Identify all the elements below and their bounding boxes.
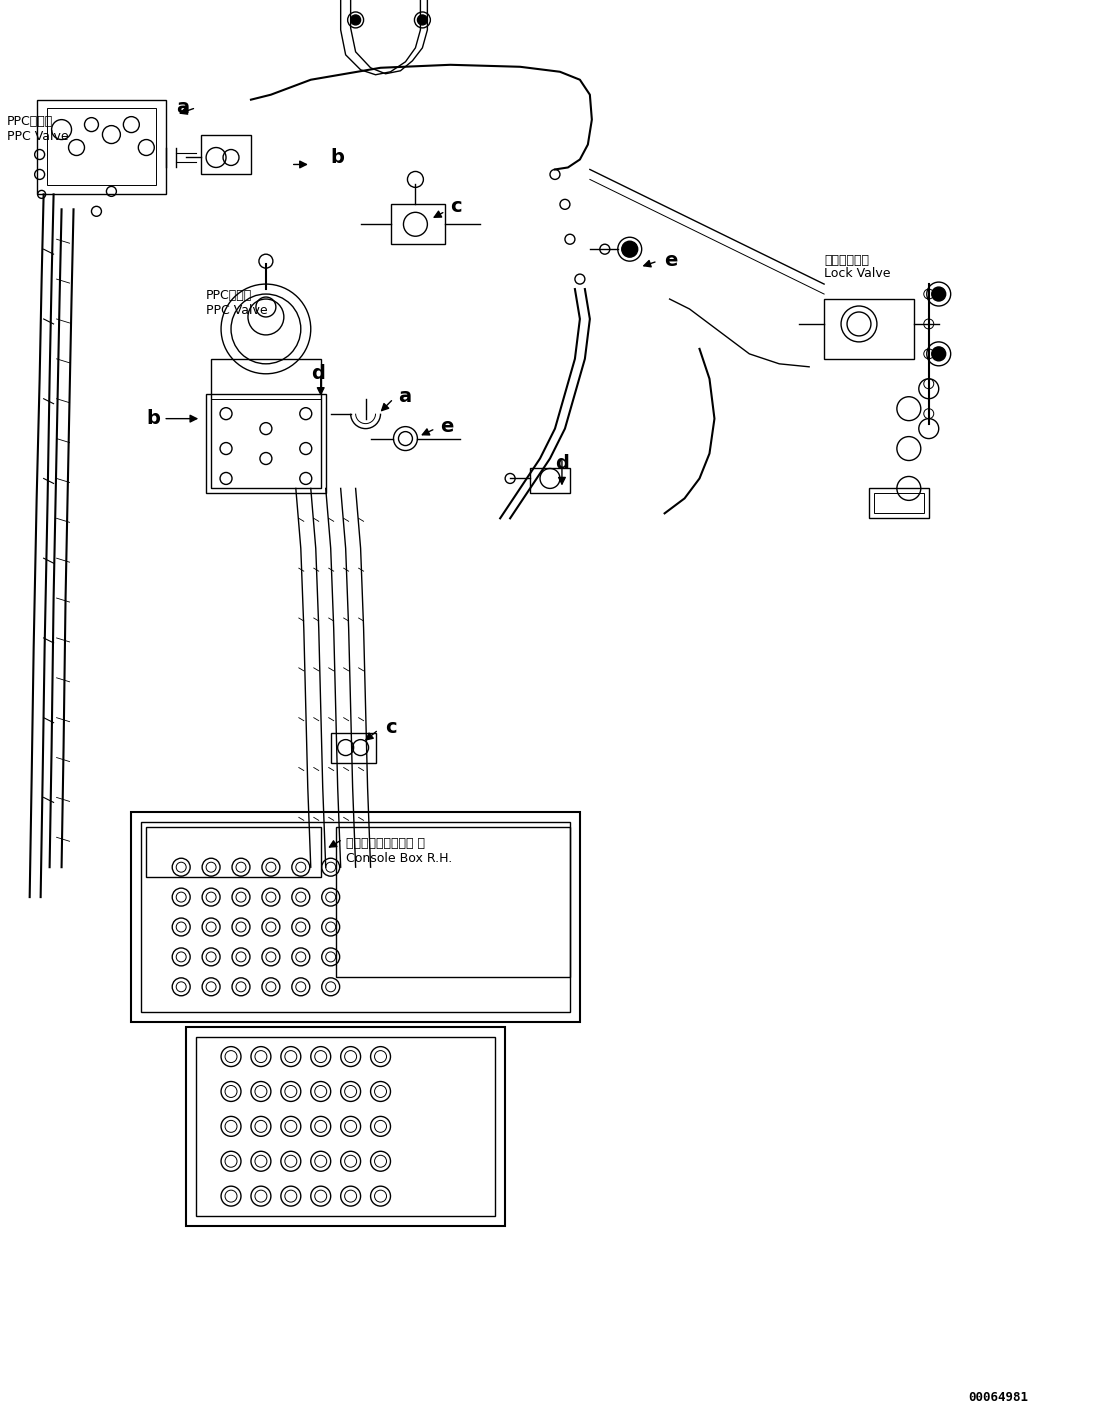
Bar xyxy=(186,1026,505,1226)
Text: PPCバルブ: PPCバルブ xyxy=(206,290,253,302)
Text: PPC Valve: PPC Valve xyxy=(7,129,68,142)
Bar xyxy=(201,135,251,174)
Bar xyxy=(37,100,166,194)
Text: e: e xyxy=(441,416,454,436)
Bar xyxy=(391,204,445,245)
Circle shape xyxy=(932,287,945,301)
Text: 00064981: 00064981 xyxy=(968,1391,1028,1403)
Text: d: d xyxy=(555,454,569,472)
Text: PPCバルブ: PPCバルブ xyxy=(7,115,53,128)
Bar xyxy=(531,468,570,494)
Text: d: d xyxy=(311,364,325,382)
Circle shape xyxy=(418,15,428,25)
Text: b: b xyxy=(330,148,345,166)
Bar xyxy=(869,488,929,519)
Circle shape xyxy=(621,242,638,257)
Bar xyxy=(211,399,321,488)
Text: Console Box R.H.: Console Box R.H. xyxy=(346,852,452,865)
Bar xyxy=(336,827,570,977)
Bar xyxy=(131,813,580,1022)
Bar xyxy=(874,494,923,513)
Text: b: b xyxy=(147,409,160,427)
Bar xyxy=(211,359,321,488)
Text: c: c xyxy=(451,197,462,217)
Text: a: a xyxy=(398,387,411,406)
Text: c: c xyxy=(385,717,397,737)
Bar xyxy=(141,823,570,1012)
Bar xyxy=(206,394,326,494)
Text: Lock Valve: Lock Valve xyxy=(824,267,891,280)
Text: a: a xyxy=(176,97,189,117)
Circle shape xyxy=(932,347,945,361)
Bar xyxy=(47,108,156,186)
Bar xyxy=(824,299,913,359)
Text: コンソールボックス 右: コンソールボックス 右 xyxy=(346,838,424,851)
Text: PPC Valve: PPC Valve xyxy=(206,304,268,316)
Text: e: e xyxy=(665,252,678,270)
Text: ロックバルブ: ロックバルブ xyxy=(824,254,869,267)
Bar xyxy=(147,827,321,877)
Circle shape xyxy=(351,15,361,25)
Bar xyxy=(330,733,375,762)
Bar xyxy=(196,1036,496,1216)
